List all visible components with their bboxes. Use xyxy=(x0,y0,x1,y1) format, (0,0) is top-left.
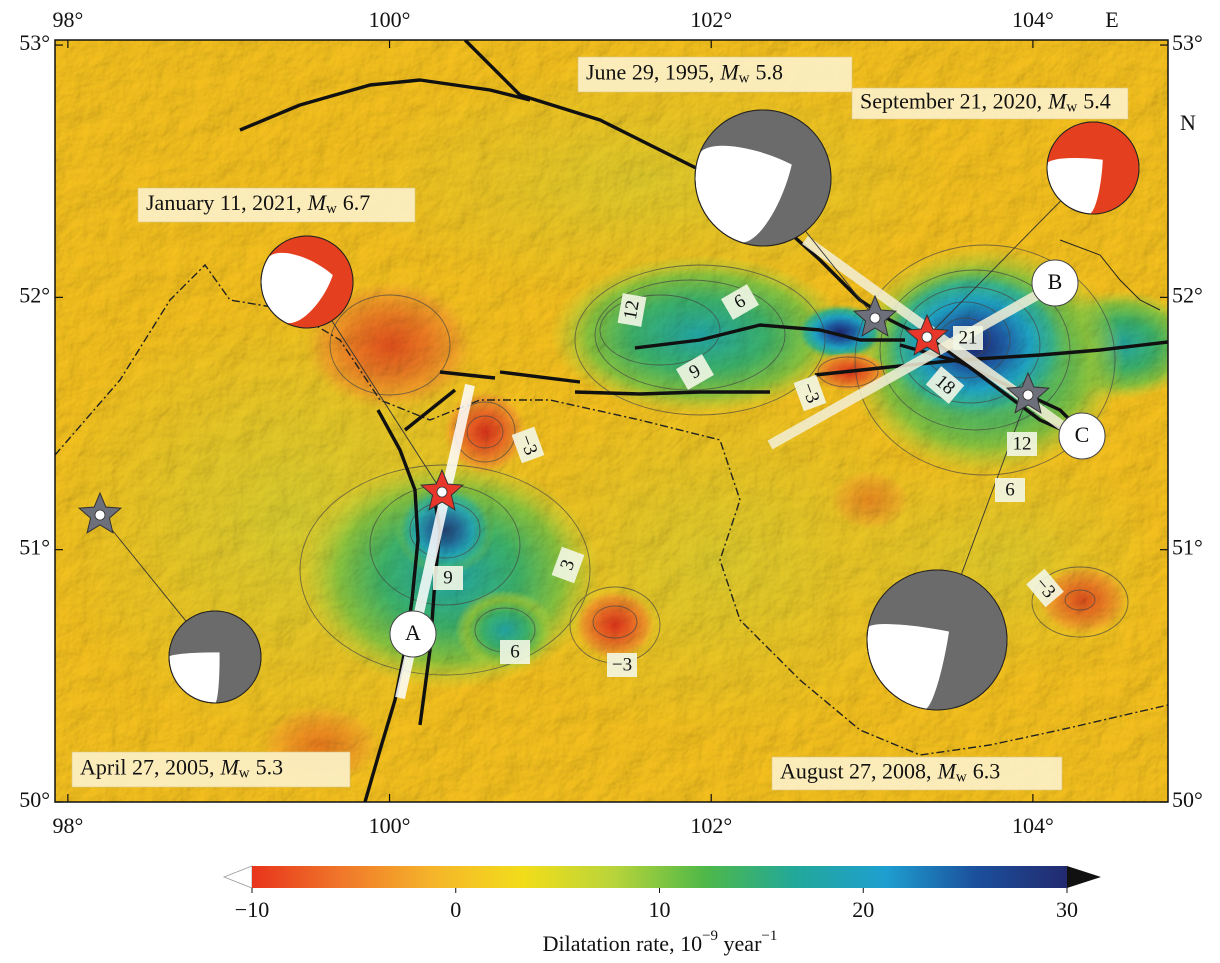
lon-label: 102° xyxy=(690,813,732,838)
contour-label-text: 6 xyxy=(510,641,520,662)
event-date: January 11, 2021, xyxy=(146,190,302,215)
profile-label: A xyxy=(405,620,421,645)
lat-label: 50° xyxy=(19,787,50,812)
colorbar-title-text: Dilatation rate, 10 xyxy=(543,931,702,956)
colorbar-extend-high xyxy=(1067,866,1101,888)
lat-label: 53° xyxy=(19,30,50,55)
magnitude-subscript: w xyxy=(956,770,967,786)
lon-label: 98° xyxy=(52,7,83,32)
magnitude-symbol: M xyxy=(719,60,740,85)
contour-label: 6 xyxy=(995,478,1025,502)
magnitude-subscript: w xyxy=(739,71,750,87)
magnitude-value: 5.8 xyxy=(756,60,784,85)
contour-label-text: 6 xyxy=(1005,479,1015,500)
contour-label: 12 xyxy=(1007,432,1037,456)
lon-label: 100° xyxy=(369,7,411,32)
colorbar-tick-label: −10 xyxy=(235,897,269,922)
colorbar-title-exp: −9 xyxy=(702,928,718,944)
colorbar-extend-low xyxy=(224,866,252,888)
lon-label: 102° xyxy=(690,7,732,32)
epicenter-dot xyxy=(437,487,447,497)
epicenter-dot xyxy=(870,313,880,323)
lat-label: 50° xyxy=(1172,787,1203,812)
magnitude-subscript: w xyxy=(239,766,250,782)
event-date: April 27, 2005, xyxy=(80,755,214,780)
event-date: August 27, 2008, xyxy=(780,759,932,784)
epicenter-dot xyxy=(95,510,105,520)
map-figure: 12692118−3126936−3−3−3ABCJune 29, 1995,M… xyxy=(0,0,1220,963)
epicenter-dot xyxy=(1023,390,1033,400)
profile-label: C xyxy=(1075,422,1090,447)
lat-label: 52° xyxy=(1172,282,1203,307)
north-label: N xyxy=(1180,110,1196,135)
colorbar-bar xyxy=(252,866,1067,888)
event-date: September 21, 2020, xyxy=(860,89,1042,114)
contour-label: 6 xyxy=(500,640,530,664)
lon-label: 104° xyxy=(1012,7,1054,32)
colorbar-tick-label: 0 xyxy=(450,897,461,922)
colorbar-tick-label: 20 xyxy=(852,897,874,922)
magnitude-value: 5.4 xyxy=(1083,89,1111,114)
contour-label-text: −3 xyxy=(612,654,632,675)
magnitude-symbol: M xyxy=(219,755,240,780)
magnitude-value: 5.3 xyxy=(256,755,284,780)
contour-label-text: 12 xyxy=(1013,433,1032,454)
magnitude-value: 6.7 xyxy=(343,190,371,215)
colorbar-title-unit-exp: −1 xyxy=(761,928,777,944)
magnitude-value: 6.3 xyxy=(973,759,1001,784)
epicenter-dot xyxy=(922,332,932,342)
east-label: E xyxy=(1105,7,1118,32)
contour-label: −3 xyxy=(607,653,637,677)
lat-label: 53° xyxy=(1172,30,1203,55)
magnitude-symbol: M xyxy=(1047,89,1068,114)
lon-label: 104° xyxy=(1012,813,1054,838)
colorbar-title-unit: year xyxy=(718,931,762,956)
lat-label: 52° xyxy=(19,282,50,307)
contour-label: 21 xyxy=(953,326,983,350)
magnitude-subscript: w xyxy=(326,201,337,217)
lon-label: 98° xyxy=(52,813,83,838)
magnitude-symbol: M xyxy=(937,759,958,784)
colorbar-tick-label: 10 xyxy=(649,897,671,922)
event-date: June 29, 1995, xyxy=(586,60,714,85)
colorbar-tick-label: 30 xyxy=(1056,897,1078,922)
contour-label-text: 21 xyxy=(959,327,978,348)
magnitude-symbol: M xyxy=(307,190,328,215)
focal-mechanism xyxy=(169,611,261,703)
profile-label: B xyxy=(1048,269,1063,294)
lon-label: 100° xyxy=(369,813,411,838)
contour-label: 9 xyxy=(433,566,463,590)
contour-label-text: 12 xyxy=(620,299,644,321)
magnitude-subscript: w xyxy=(1066,100,1077,116)
contour-label-text: 9 xyxy=(443,567,453,588)
contour-label: 12 xyxy=(618,293,647,327)
lat-label: 51° xyxy=(1172,535,1203,560)
colorbar-title: Dilatation rate, 10−9 year−1 xyxy=(543,928,778,956)
colorbar: −10 0 10 20 30 Dilatation rate, 10−9 year−1 xyxy=(224,866,1101,956)
lat-label: 51° xyxy=(19,535,50,560)
